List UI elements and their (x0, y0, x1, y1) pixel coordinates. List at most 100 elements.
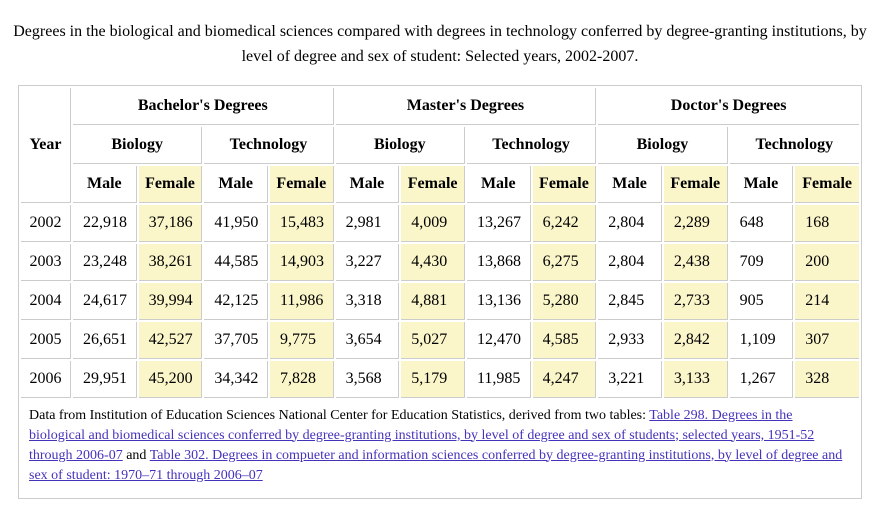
field-header-bachelors-technology: Technology (204, 126, 334, 164)
year-cell: 2003 (21, 243, 71, 281)
value-cell: 13,868 (466, 243, 531, 281)
value-cell: 39,994 (138, 282, 203, 320)
value-cell: 2,804 (598, 243, 662, 281)
value-cell: 2,845 (598, 282, 662, 320)
value-cell: 4,585 (532, 321, 597, 359)
field-header-masters-technology: Technology (466, 126, 597, 164)
field-header-doctors-biology: Biology (598, 126, 728, 164)
table-row: 2003 23,248 38,261 44,585 14,903 3,227 4,430 13… (21, 243, 859, 281)
table-302-link[interactable]: Table 302. Degrees in compueter and info… (29, 447, 843, 483)
table-footer: Data from Institution of Education Scien… (21, 399, 859, 496)
table-row: 2004 24,617 39,994 42,125 11,986 3,318 4,881 13… (21, 282, 859, 320)
group-header-masters: Master's Degrees (335, 87, 597, 125)
value-cell: 709 (729, 243, 794, 281)
value-cell: 6,275 (532, 243, 597, 281)
value-cell: 37,705 (204, 321, 268, 359)
value-cell: 1,267 (729, 360, 794, 398)
value-cell: 648 (729, 204, 794, 242)
female-header: Female (401, 165, 465, 203)
value-cell: 42,125 (204, 282, 268, 320)
value-cell: 26,651 (73, 321, 137, 359)
value-cell: 5,027 (401, 321, 465, 359)
source-note-row: Data from Institution of Education Scien… (21, 399, 859, 496)
value-cell: 3,568 (335, 360, 400, 398)
value-cell: 4,247 (532, 360, 597, 398)
source-note: Data from Institution of Education Scien… (21, 399, 859, 496)
group-header-bachelors: Bachelor's Degrees (73, 87, 334, 125)
value-cell: 4,881 (401, 282, 465, 320)
value-cell: 3,227 (335, 243, 400, 281)
value-cell: 4,430 (401, 243, 465, 281)
male-header: Male (466, 165, 531, 203)
value-cell: 168 (795, 204, 859, 242)
male-header: Male (204, 165, 268, 203)
value-cell: 3,654 (335, 321, 400, 359)
value-cell: 22,918 (73, 204, 137, 242)
table-row: 2005 26,651 42,527 37,705 9,775 3,654 5,027 12,… (21, 321, 859, 359)
year-cell: 2005 (21, 321, 71, 359)
female-header: Female (795, 165, 859, 203)
value-cell: 2,438 (663, 243, 728, 281)
female-header: Female (138, 165, 203, 203)
degrees-table: Year Bachelor's Degrees Master's Degrees… (18, 84, 862, 499)
value-cell: 12,470 (466, 321, 531, 359)
value-cell: 23,248 (73, 243, 137, 281)
female-header: Female (663, 165, 728, 203)
table-298-link[interactable]: Table 298. Degrees in the biological and… (29, 407, 815, 463)
value-cell: 905 (729, 282, 794, 320)
value-cell: 2,733 (663, 282, 728, 320)
table-header: Year Bachelor's Degrees Master's Degrees… (21, 87, 859, 203)
value-cell: 2,289 (663, 204, 728, 242)
year-cell: 2004 (21, 282, 71, 320)
value-cell: 1,109 (729, 321, 794, 359)
male-header: Male (335, 165, 400, 203)
male-header: Male (598, 165, 662, 203)
value-cell: 307 (795, 321, 859, 359)
source-note-text: Data from Institution of Education Scien… (29, 407, 650, 423)
value-cell: 11,985 (466, 360, 531, 398)
page-title: Degrees in the biological and biomedical… (13, 23, 867, 65)
year-column-header: Year (21, 87, 71, 203)
value-cell: 2,804 (598, 204, 662, 242)
value-cell: 14,903 (269, 243, 334, 281)
value-cell: 7,828 (269, 360, 334, 398)
value-cell: 15,483 (269, 204, 334, 242)
value-cell: 13,267 (466, 204, 531, 242)
value-cell: 328 (795, 360, 859, 398)
field-header-doctors-technology: Technology (729, 126, 859, 164)
group-header-doctors: Doctor's Degrees (598, 87, 859, 125)
value-cell: 11,986 (269, 282, 334, 320)
field-header-masters-biology: Biology (335, 126, 465, 164)
value-cell: 45,200 (138, 360, 203, 398)
female-header: Female (532, 165, 597, 203)
male-header: Male (729, 165, 794, 203)
value-cell: 3,133 (663, 360, 728, 398)
value-cell: 42,527 (138, 321, 203, 359)
value-cell: 41,950 (204, 204, 268, 242)
value-cell: 29,951 (73, 360, 137, 398)
degree-group-header-row: Year Bachelor's Degrees Master's Degrees… (21, 87, 859, 203)
table-body: 2002 22,918 37,186 41,950 15,483 2,981 4,009 13… (21, 204, 859, 398)
value-cell: 37,186 (138, 204, 203, 242)
field-header-bachelors-biology: Biology (73, 126, 203, 164)
male-header: Male (73, 165, 137, 203)
table-row: 2002 22,918 37,186 41,950 15,483 2,981 4,009 13… (21, 204, 859, 242)
value-cell: 200 (795, 243, 859, 281)
year-cell: 2006 (21, 360, 71, 398)
year-cell: 2002 (21, 204, 71, 242)
value-cell: 24,617 (73, 282, 137, 320)
value-cell: 13,136 (466, 282, 531, 320)
value-cell: 214 (795, 282, 859, 320)
value-cell: 44,585 (204, 243, 268, 281)
female-header: Female (269, 165, 334, 203)
table-row: 2006 29,951 45,200 34,342 7,828 3,568 5,179 11,… (21, 360, 859, 398)
value-cell: 5,179 (401, 360, 465, 398)
value-cell: 9,775 (269, 321, 334, 359)
value-cell: 3,221 (598, 360, 662, 398)
value-cell: 5,280 (532, 282, 597, 320)
value-cell: 4,009 (401, 204, 465, 242)
value-cell: 3,318 (335, 282, 400, 320)
value-cell: 2,933 (598, 321, 662, 359)
field-group-header-row: Biology Technology Biology Technology Bi… (21, 126, 859, 164)
value-cell: 2,842 (663, 321, 728, 359)
